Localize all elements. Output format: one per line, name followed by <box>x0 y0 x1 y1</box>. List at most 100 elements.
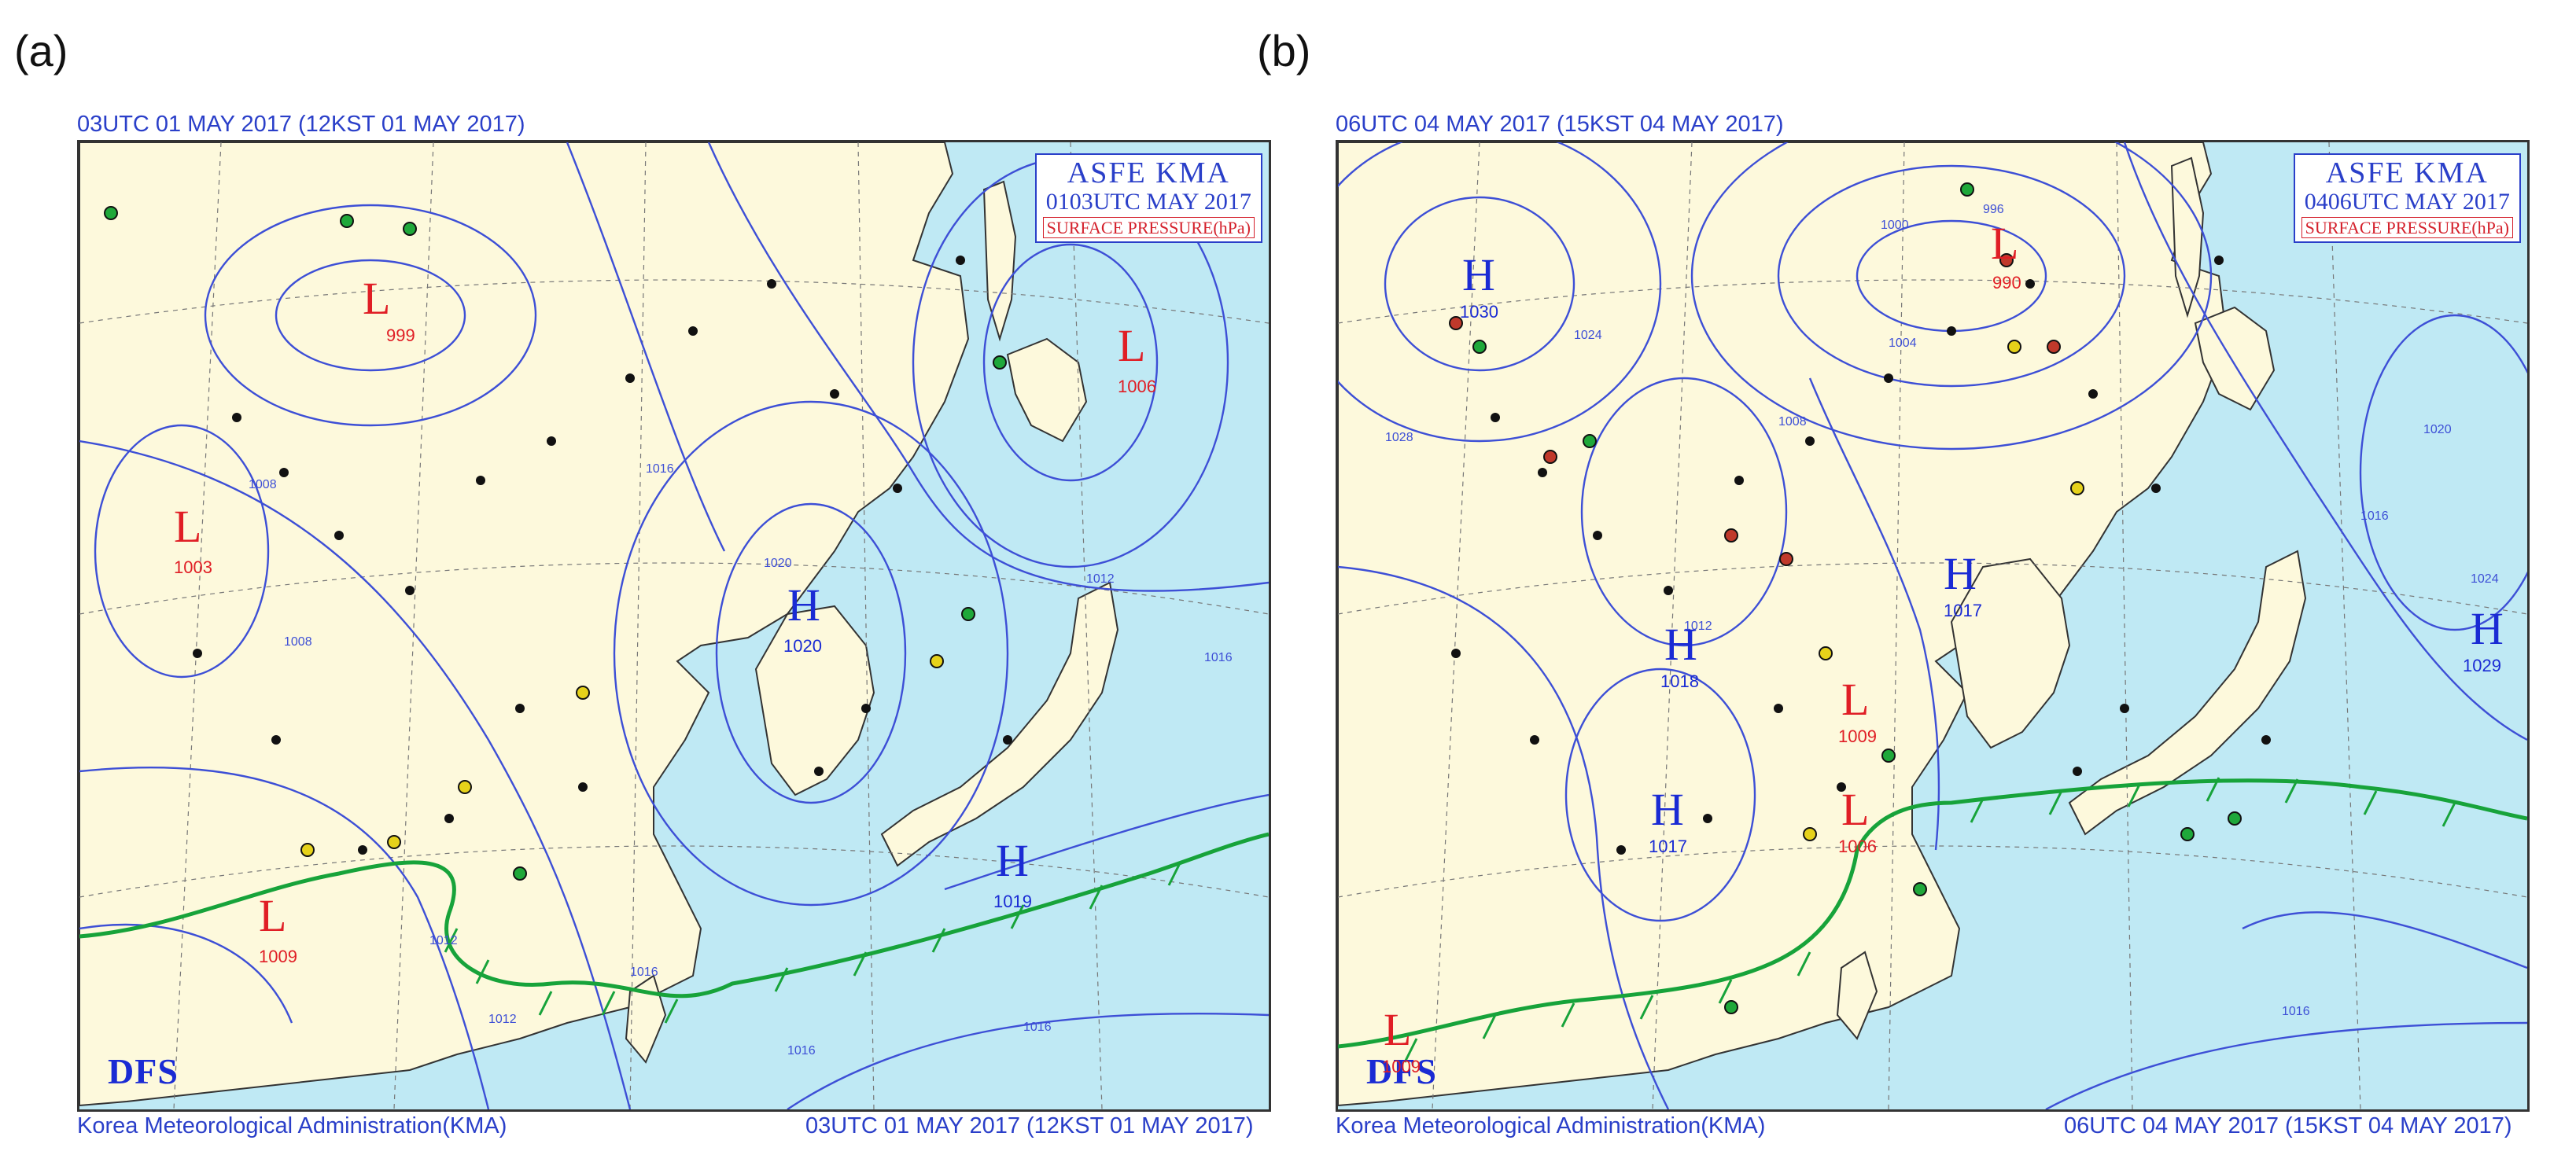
station-markers <box>1451 256 2271 855</box>
pressure-center-high: H <box>996 835 1029 886</box>
stamp-time: 0103UTC MAY 2017 <box>1045 188 1251 215</box>
pressure-value: 1006 <box>1838 837 1877 856</box>
panel-a-map: 1008 1012 1016 1020 1012 1016 1008 1012 … <box>77 140 1271 1112</box>
panel-a-letter: (a) <box>14 26 68 75</box>
land-mainland <box>79 142 970 1107</box>
isobar-label: 1016 <box>787 1044 816 1057</box>
land-hokkaido <box>1006 337 1088 443</box>
panel-a-analysis-stamp: ASFE KMA 0103UTC MAY 2017 SURFACE PRESSU… <box>1034 153 1262 244</box>
pressure-center-high: H <box>1651 784 1684 835</box>
surface-front <box>79 832 1269 1024</box>
isobar-label: 1008 <box>1778 415 1807 429</box>
surface-front <box>1338 777 2527 1063</box>
isobar-label: 1024 <box>2471 572 2499 586</box>
pressure-value: 999 <box>386 326 415 345</box>
isobar-label: 1016 <box>646 462 674 476</box>
pressure-center-low: L <box>363 273 391 324</box>
panel-a-valid-time: 03UTC 01 MAY 2017 (12KST 01 MAY 2017) <box>77 112 525 137</box>
graticule <box>1338 142 2527 1109</box>
panel-b-analysis-stamp: ASFE KMA 0406UTC MAY 2017 SURFACE PRESSU… <box>2293 153 2521 244</box>
isobar-label: 1000 <box>1881 219 1909 232</box>
isobars <box>1338 142 2527 1109</box>
station-markers-yellow <box>1803 340 2084 841</box>
land-japan <box>2068 550 2307 836</box>
pressure-center-high: H <box>1462 249 1495 300</box>
land-hokkaido <box>2194 306 2276 411</box>
panel-b-map-canvas: 1028 1024 1000 996 1004 1008 1012 1016 1… <box>1338 142 2527 1109</box>
pressure-value: 1020 <box>783 636 822 656</box>
isobar-labels: 1028 1024 1000 996 1004 1008 1012 1016 1… <box>1385 203 2499 1018</box>
pressure-value: 1030 <box>1460 302 1498 322</box>
land-sakhalin <box>982 180 1017 342</box>
panel-b-valid-time: 06UTC 04 MAY 2017 (15KST 04 MAY 2017) <box>1336 112 1784 137</box>
station-markers-green <box>1472 182 2242 1014</box>
pressure-value: 1003 <box>174 557 212 577</box>
panel-a-footer-agency: Korea Meteorological Administration(KMA) <box>77 1113 507 1138</box>
panel-b-map: 1028 1024 1000 996 1004 1008 1012 1016 1… <box>1336 140 2530 1112</box>
isobar-label: 1004 <box>1889 337 1917 350</box>
pressure-value: 1017 <box>1649 837 1687 856</box>
graticule <box>79 142 1269 1109</box>
land-japan <box>880 581 1119 867</box>
pressure-center-low: L <box>1841 674 1870 725</box>
panel-a-map-canvas: 1008 1012 1016 1020 1012 1016 1008 1012 … <box>79 142 1269 1109</box>
isobar-label: 1012 <box>429 934 458 947</box>
isobar-label: 1008 <box>249 478 277 491</box>
land-korea <box>1950 557 2071 749</box>
land-sakhalin <box>2170 156 2205 318</box>
pressure-center-low: L <box>174 501 202 552</box>
station-markers-yellow <box>300 654 944 857</box>
isobar-label: 1016 <box>1204 651 1233 664</box>
pressure-value: 1018 <box>1660 671 1699 691</box>
isobar-label: 996 <box>1983 203 2004 216</box>
isobar-label: 1012 <box>1086 572 1115 586</box>
pressure-center-high: H <box>1944 548 1977 599</box>
pressure-value: 1009 <box>1382 1057 1421 1076</box>
stamp-title: ASFE KMA <box>1067 156 1230 189</box>
pressure-center-high: H <box>1664 619 1697 670</box>
isobar-labels: 1008 1012 1016 1020 1012 1016 1008 1012 … <box>249 462 1233 1057</box>
pressure-value: 1017 <box>1944 601 1982 620</box>
isobars <box>79 142 1269 1109</box>
panel-a-dfs-logo: DFS <box>108 1051 179 1091</box>
isobar-label: 1012 <box>1684 620 1712 633</box>
pressure-value: 1009 <box>259 947 297 966</box>
station-markers <box>193 256 1012 855</box>
land-korea <box>754 605 875 796</box>
isobar-label: 1016 <box>630 966 658 979</box>
pressure-center-low: L <box>1841 784 1870 835</box>
land-taiwan <box>1836 951 1878 1040</box>
pressure-center-high: H <box>787 579 820 631</box>
isobar-label: 1024 <box>1574 329 1602 342</box>
pressure-center-high: H <box>2471 603 2504 654</box>
panel-a-footer-time: 03UTC 01 MAY 2017 (12KST 01 MAY 2017) <box>805 1113 1254 1138</box>
isobar-label: 1012 <box>488 1013 517 1026</box>
isobar-label: 1008 <box>284 635 312 649</box>
panel-b-footer-time: 06UTC 04 MAY 2017 (15KST 04 MAY 2017) <box>2064 1113 2512 1138</box>
stamp-product: SURFACE PRESSURE(hPa) <box>2301 217 2513 239</box>
pressure-center-low: L <box>1118 320 1146 371</box>
pressure-value: 990 <box>1992 273 2021 292</box>
isobar-label: 1016 <box>1023 1021 1052 1034</box>
station-markers-red <box>1449 253 2061 566</box>
station-markers-green <box>104 206 1007 881</box>
isobar-label: 1020 <box>764 557 792 570</box>
stamp-time: 0406UTC MAY 2017 <box>2304 188 2510 215</box>
isobar-label: 1016 <box>2282 1005 2310 1018</box>
isobar-label: 1028 <box>1385 431 1413 444</box>
stamp-title: ASFE KMA <box>2325 156 2489 189</box>
pressure-center-low: L <box>1991 218 2019 269</box>
pressure-value: 1029 <box>2463 656 2501 675</box>
pressure-value: 1019 <box>993 892 1032 911</box>
panel-b-footer-agency: Korea Meteorological Administration(KMA) <box>1336 1113 1766 1138</box>
pressure-value: 1006 <box>1118 377 1156 396</box>
pressure-value: 1009 <box>1838 726 1877 746</box>
panel-b-dfs-logo: DFS <box>1366 1051 1437 1091</box>
pressure-center-low: L <box>1384 1004 1412 1055</box>
isobar-label: 1020 <box>2423 423 2452 436</box>
pressure-center-low: L <box>259 890 287 941</box>
panel-b-letter: (b) <box>1257 26 1311 75</box>
stamp-product: SURFACE PRESSURE(hPa) <box>1042 217 1255 239</box>
land-taiwan <box>625 974 667 1064</box>
isobar-label: 1016 <box>2360 509 2389 523</box>
